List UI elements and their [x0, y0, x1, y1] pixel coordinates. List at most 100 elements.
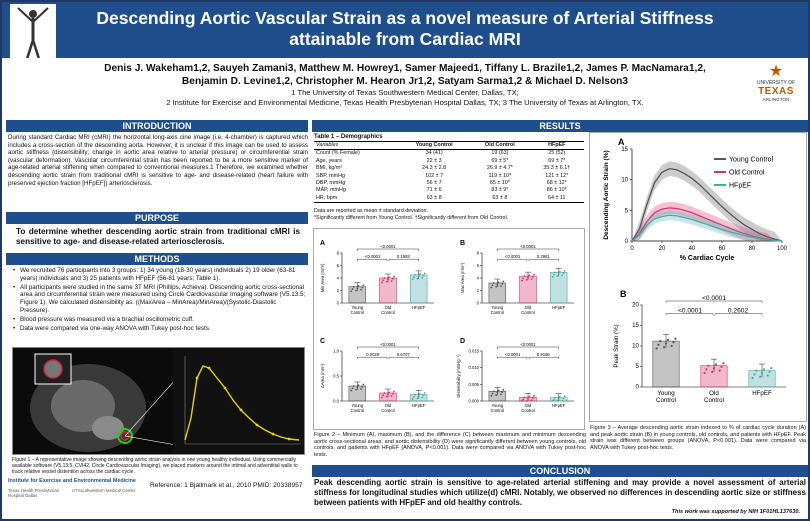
data-point — [501, 282, 504, 285]
data-point — [670, 344, 673, 348]
table-cell: 22 ± 3 — [426, 157, 442, 164]
x-tick-label: HFpEF — [552, 403, 566, 408]
table-header: HFpEF — [529, 140, 584, 151]
figure-1-image — [12, 347, 305, 455]
data-point — [768, 370, 771, 373]
data-point — [490, 394, 493, 397]
data-point — [528, 274, 531, 277]
data-point — [502, 388, 505, 391]
x-tick-label: 40 — [689, 246, 696, 252]
data-point — [657, 343, 660, 346]
y-axis-label: Peak Strain (%) — [613, 324, 620, 367]
data-point — [393, 275, 395, 278]
x-tick-label: Young — [351, 305, 363, 310]
p-value-label: <0.0001 — [365, 254, 381, 259]
x-tick-label: Old — [525, 305, 532, 310]
data-point — [351, 288, 354, 290]
data-point — [672, 341, 675, 344]
table-cell: 56 ± 7 — [426, 180, 442, 187]
figure-3-caption: Figure 3 – Average descending aortic str… — [590, 425, 806, 451]
data-point — [414, 273, 416, 276]
table-row: Count (% Female) 34 (41) 19 (63) 25 (52) — [314, 150, 584, 158]
table-cell: 25 (52) — [548, 150, 566, 157]
logo-bottom-text: ARLINGTON — [762, 97, 790, 102]
x-tick-label: Control — [351, 408, 365, 413]
data-point — [496, 283, 499, 286]
author-block: Denis J. Wakeham1,2, Sauyeh Zamani3, Mat… — [2, 58, 808, 120]
title-line-2: attainable from Cardiac MRI — [289, 29, 521, 49]
x-tick-label: Control — [381, 310, 395, 315]
data-point — [707, 364, 710, 367]
y-tick-label: 5 — [636, 363, 640, 370]
y-tick-label: 4 — [477, 276, 480, 281]
x-tick-label: Old — [385, 305, 392, 310]
data-point — [766, 374, 769, 377]
data-point — [388, 391, 391, 394]
table-cell: BMI, kg/m² — [316, 165, 343, 172]
table-cell: DBP, mmHg — [316, 180, 346, 187]
data-point — [393, 390, 395, 393]
data-point — [554, 271, 556, 274]
legend-label: Old Control — [729, 170, 765, 177]
x-tick-label: Young — [351, 403, 363, 408]
p-value-label: 0.6707 — [397, 352, 410, 357]
table-cell: 121 ± 12* — [545, 172, 569, 179]
table-row: BMI, kg/m² 24.3 ± 2.8 26.9 ± 4.7* 35.3 ± 6.… — [314, 165, 584, 172]
series-line — [631, 167, 783, 242]
data-point — [423, 272, 426, 275]
data-point — [501, 391, 504, 393]
x-tick-label: Young — [657, 390, 675, 397]
data-point — [562, 397, 565, 400]
data-point — [530, 399, 533, 402]
x-tick-label: HFpEF — [412, 403, 426, 408]
table-cell: 34 (41) — [425, 150, 443, 157]
x-tick-label: Control — [491, 310, 505, 315]
affiliation-2: 2 Institute for Exercise and Environment… — [166, 98, 644, 107]
table-cell: 83 ± 9* — [491, 187, 509, 194]
results-header: RESULTS — [312, 120, 808, 132]
data-point — [551, 400, 554, 402]
y-tick-label: 15 — [621, 147, 628, 153]
table-cell: HR, bpm — [314, 194, 399, 204]
x-tick-label: 100 — [777, 246, 788, 252]
methods-item: Data were compared via one-way ANOVA wit… — [13, 325, 306, 333]
data-point — [751, 376, 754, 380]
data-point — [755, 369, 758, 372]
data-point — [423, 392, 426, 394]
x-tick-label: 20 — [659, 246, 666, 252]
data-point — [417, 275, 420, 278]
x-tick-label: Old — [709, 390, 719, 397]
x-tick-label: Control — [656, 397, 676, 404]
data-point — [361, 286, 364, 289]
figure-3-panels: A 0 5 10 15 0 20 40 60 80 100% Cardiac Cycle Descen… — [589, 132, 807, 422]
data-point — [552, 399, 555, 401]
y-tick-label: 0.5 — [333, 374, 339, 379]
data-point — [712, 367, 716, 370]
data-point — [411, 278, 414, 281]
data-point — [563, 269, 566, 272]
x-tick-label: Old — [525, 403, 532, 408]
p-value-label: 0.2981 — [537, 254, 550, 259]
data-point — [381, 281, 383, 284]
data-point — [760, 371, 764, 375]
table-cell: 68 ± 12* — [546, 180, 567, 187]
p-value-label: <0.0001 — [380, 244, 396, 249]
significance-bracket — [357, 346, 419, 349]
significance-bracket — [497, 357, 528, 360]
y-tick-label: 0.000 — [469, 399, 480, 404]
introduction-header: INTRODUCTION — [6, 120, 308, 132]
funding-text: This work was supported by NIH 1F01HL137… — [671, 509, 800, 515]
data-point — [417, 395, 420, 397]
significance-bracket — [497, 259, 528, 262]
data-point — [382, 279, 385, 282]
y-tick-label: 20 — [632, 302, 639, 309]
authors-line-1: Denis J. Wakeham1,2, Sauyeh Zamani3, Mat… — [104, 63, 706, 74]
table-cell: SBP, mmHg — [316, 172, 345, 179]
panel-letter: D — [460, 338, 465, 345]
data-point — [362, 383, 365, 386]
data-point — [562, 272, 565, 275]
table-cell: 35.3 ± 6.1† — [543, 165, 571, 172]
table-cell: 102 ± 7 — [425, 172, 444, 179]
x-tick-label: Control — [491, 408, 505, 413]
data-point — [422, 274, 425, 277]
